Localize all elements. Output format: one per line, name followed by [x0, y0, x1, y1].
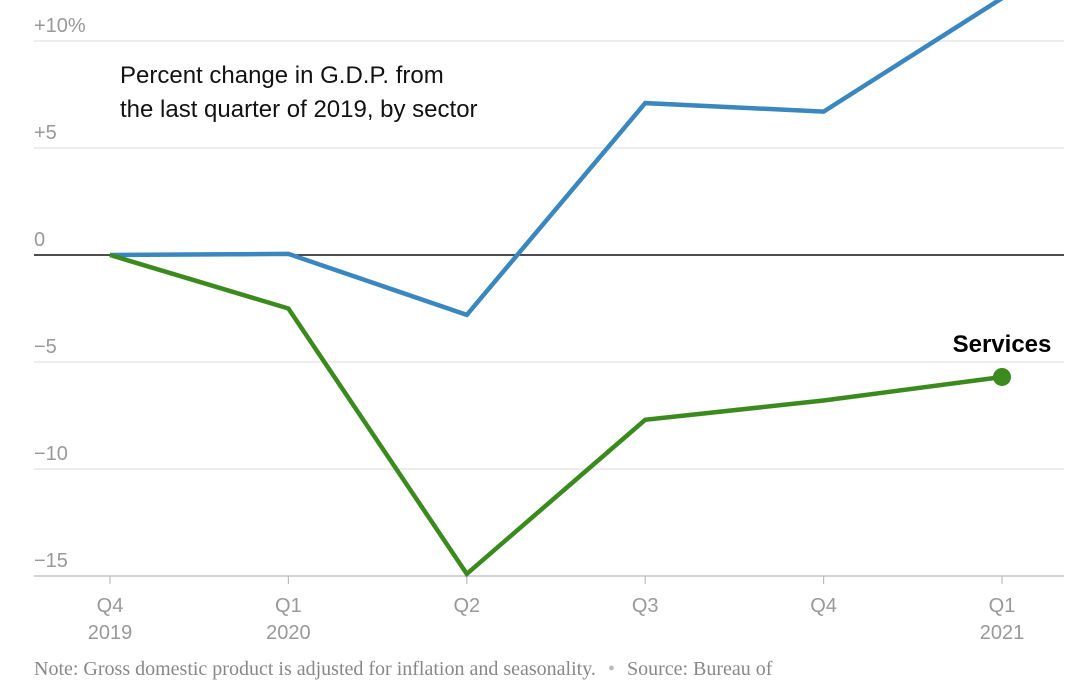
- footer-note: Note: Gross domestic product is adjusted…: [34, 658, 596, 680]
- footer-separator: •: [607, 658, 615, 680]
- x-tick-quarter: Q1: [275, 595, 302, 617]
- x-tick-quarter: Q4: [810, 595, 837, 617]
- subtitle-line-1: Percent change in G.D.P. from: [120, 62, 444, 89]
- x-tick-quarter: Q1: [989, 595, 1016, 617]
- series-endpoint-services: [993, 367, 1011, 386]
- y-axis-ticks: +10% +5 0 −5 −10 −15: [34, 15, 86, 572]
- x-tick-quarter: Q4: [97, 595, 124, 617]
- chart-footer: Note: Gross domestic product is adjusted…: [34, 658, 772, 681]
- x-tick-year: 2021: [980, 622, 1025, 644]
- x-tick-year: 2020: [266, 622, 311, 644]
- chart-subtitle: Percent change in G.D.P. from the last q…: [120, 62, 478, 123]
- y-tick-label: +10%: [34, 15, 86, 37]
- y-tick-label: 0: [34, 229, 45, 251]
- x-tick-quarter: Q2: [453, 595, 480, 617]
- x-axis-ticks: Q4 2019 Q1 2020 Q2 Q3 Q4 Q1 2021: [88, 576, 1025, 644]
- series-lines: [109, 0, 1011, 578]
- footer-source: Source: Bureau of: [626, 658, 773, 680]
- y-tick-label: −15: [34, 550, 68, 572]
- x-tick-year: 2019: [88, 622, 133, 644]
- subtitle-line-2: the last quarter of 2019, by sector: [120, 96, 478, 123]
- y-tick-label: −10: [34, 443, 68, 465]
- series-line-services: [109, 252, 1003, 578]
- y-tick-label: +5: [34, 122, 57, 144]
- y-tick-label: −5: [34, 336, 57, 358]
- series-line-0: [109, 0, 1004, 318]
- series-label-services: Services: [953, 331, 1052, 358]
- x-tick-quarter: Q3: [632, 595, 659, 617]
- series-labels: Services: [953, 331, 1052, 358]
